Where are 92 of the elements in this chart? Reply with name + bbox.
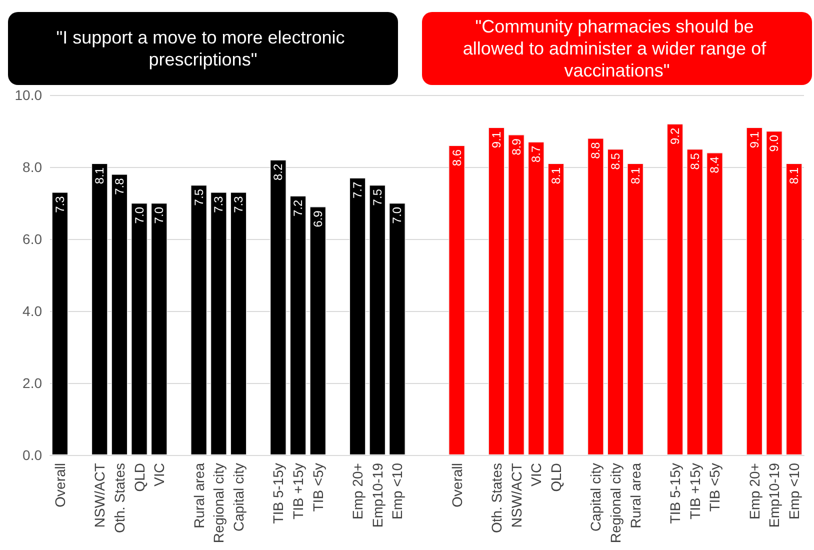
x-tick-label: TIB 5-15y: [667, 463, 684, 524]
data-label: 9.2: [668, 127, 682, 144]
x-tick-label: TIB <5y: [310, 463, 326, 512]
data-label: 7.5: [192, 188, 206, 206]
data-label: 8.5: [688, 152, 702, 170]
data-label: 7.0: [152, 206, 166, 224]
bar: [131, 203, 148, 455]
x-tick-label: Overall: [448, 463, 465, 508]
data-label: 8.8: [588, 142, 603, 159]
x-tick-label: VIC: [151, 463, 168, 486]
bar: [52, 192, 68, 455]
bar: [210, 192, 227, 455]
text: "I support a move to more electronic prescriptions": [56, 28, 350, 70]
x-tick-label: Emp 20+: [350, 463, 366, 520]
x-tick-label: TIB 5-15y: [270, 463, 286, 524]
data-label: 7.3: [212, 196, 226, 213]
bar: [508, 134, 524, 455]
y-tick-label: 10.0: [14, 87, 42, 103]
data-label: 7.3: [232, 196, 246, 213]
x-tick-label: Regional city: [210, 463, 227, 544]
x-tick-label: Oth. States: [111, 463, 128, 534]
data-label: 7.8: [112, 178, 126, 195]
bar: [270, 160, 286, 455]
data-label: 8.6: [450, 149, 464, 166]
bar: [588, 138, 604, 455]
y-tick-label: 8.0: [22, 159, 42, 175]
x-tick-label: TIB <5y: [706, 463, 723, 512]
data-label: 9.1: [747, 131, 762, 148]
text: "Community pharmacies should be allowed to administer a wider range of vaccinations": [462, 16, 772, 80]
data-label: 8.4: [708, 156, 722, 174]
bar: [448, 145, 465, 455]
bar: [706, 152, 723, 455]
bar: [389, 203, 406, 455]
y-tick-label: 2.0: [22, 375, 42, 391]
data-label: 8.1: [628, 167, 642, 184]
x-tick-label: Emp10-19: [766, 462, 782, 528]
x-tick-label: Regional city: [608, 463, 624, 544]
x-tick-label: Rural area: [627, 462, 644, 528]
data-label: 8.1: [787, 167, 802, 184]
bar: [488, 127, 505, 455]
bar: [766, 131, 782, 455]
bar: [111, 174, 128, 455]
data-label: 9.0: [767, 134, 782, 152]
x-tick-label: TIB +15y: [686, 463, 703, 520]
data-label: 8.1: [548, 167, 563, 184]
data-label: 8.7: [529, 145, 544, 162]
x-tick-label: Emp 20+: [746, 463, 762, 520]
bar: [190, 185, 207, 455]
bar: [349, 178, 366, 455]
data-label: 6.9: [310, 210, 325, 228]
data-label: 7.2: [291, 199, 306, 216]
data-label: 7.0: [390, 206, 404, 224]
x-tick-label: QLD: [548, 463, 564, 492]
bar: [627, 163, 644, 455]
data-label: 7.3: [52, 196, 67, 213]
data-label: 7.5: [370, 188, 384, 206]
bar: [369, 185, 386, 455]
x-tick-label: VIC: [528, 463, 544, 486]
bar: [150, 203, 168, 455]
data-label: 8.9: [509, 138, 524, 156]
x-tick-label: Rural area: [190, 462, 207, 528]
bar: [548, 163, 564, 455]
bar: [786, 163, 802, 455]
x-tick-label: Emp <10: [389, 462, 406, 520]
y-tick-label: 4.0: [22, 303, 42, 319]
data-label: 7.7: [350, 181, 365, 198]
x-tick-label: Overall: [52, 463, 68, 508]
x-tick-label: Emp <10: [786, 462, 802, 520]
x-tick-label: Oth. States: [488, 463, 504, 534]
bar: [746, 127, 763, 455]
bar: [290, 196, 306, 455]
x-tick-label: Capital city: [588, 463, 604, 532]
bar: [91, 163, 108, 455]
y-tick-label: 0.0: [22, 447, 42, 463]
bar: [528, 142, 544, 455]
x-tick-label: QLD: [131, 463, 148, 492]
data-label: 9.1: [489, 131, 504, 148]
data-label: 8.1: [92, 167, 107, 184]
data-label: 7.0: [132, 206, 146, 224]
bar: [686, 149, 704, 455]
x-tick-label: TIB +15y: [290, 463, 306, 520]
bar: [310, 206, 326, 455]
x-tick-label: Emp10-19: [369, 462, 386, 528]
data-label: 8.5: [608, 152, 622, 170]
data-label: 8.2: [271, 163, 286, 180]
x-tick-label: NSW/ACT: [508, 462, 524, 528]
bar: [607, 149, 624, 455]
y-tick-label: 6.0: [22, 231, 42, 247]
bar: [230, 192, 247, 455]
x-tick-label: Capital city: [230, 463, 246, 532]
x-tick-label: NSW/ACT: [92, 462, 108, 528]
bar: [666, 124, 684, 455]
